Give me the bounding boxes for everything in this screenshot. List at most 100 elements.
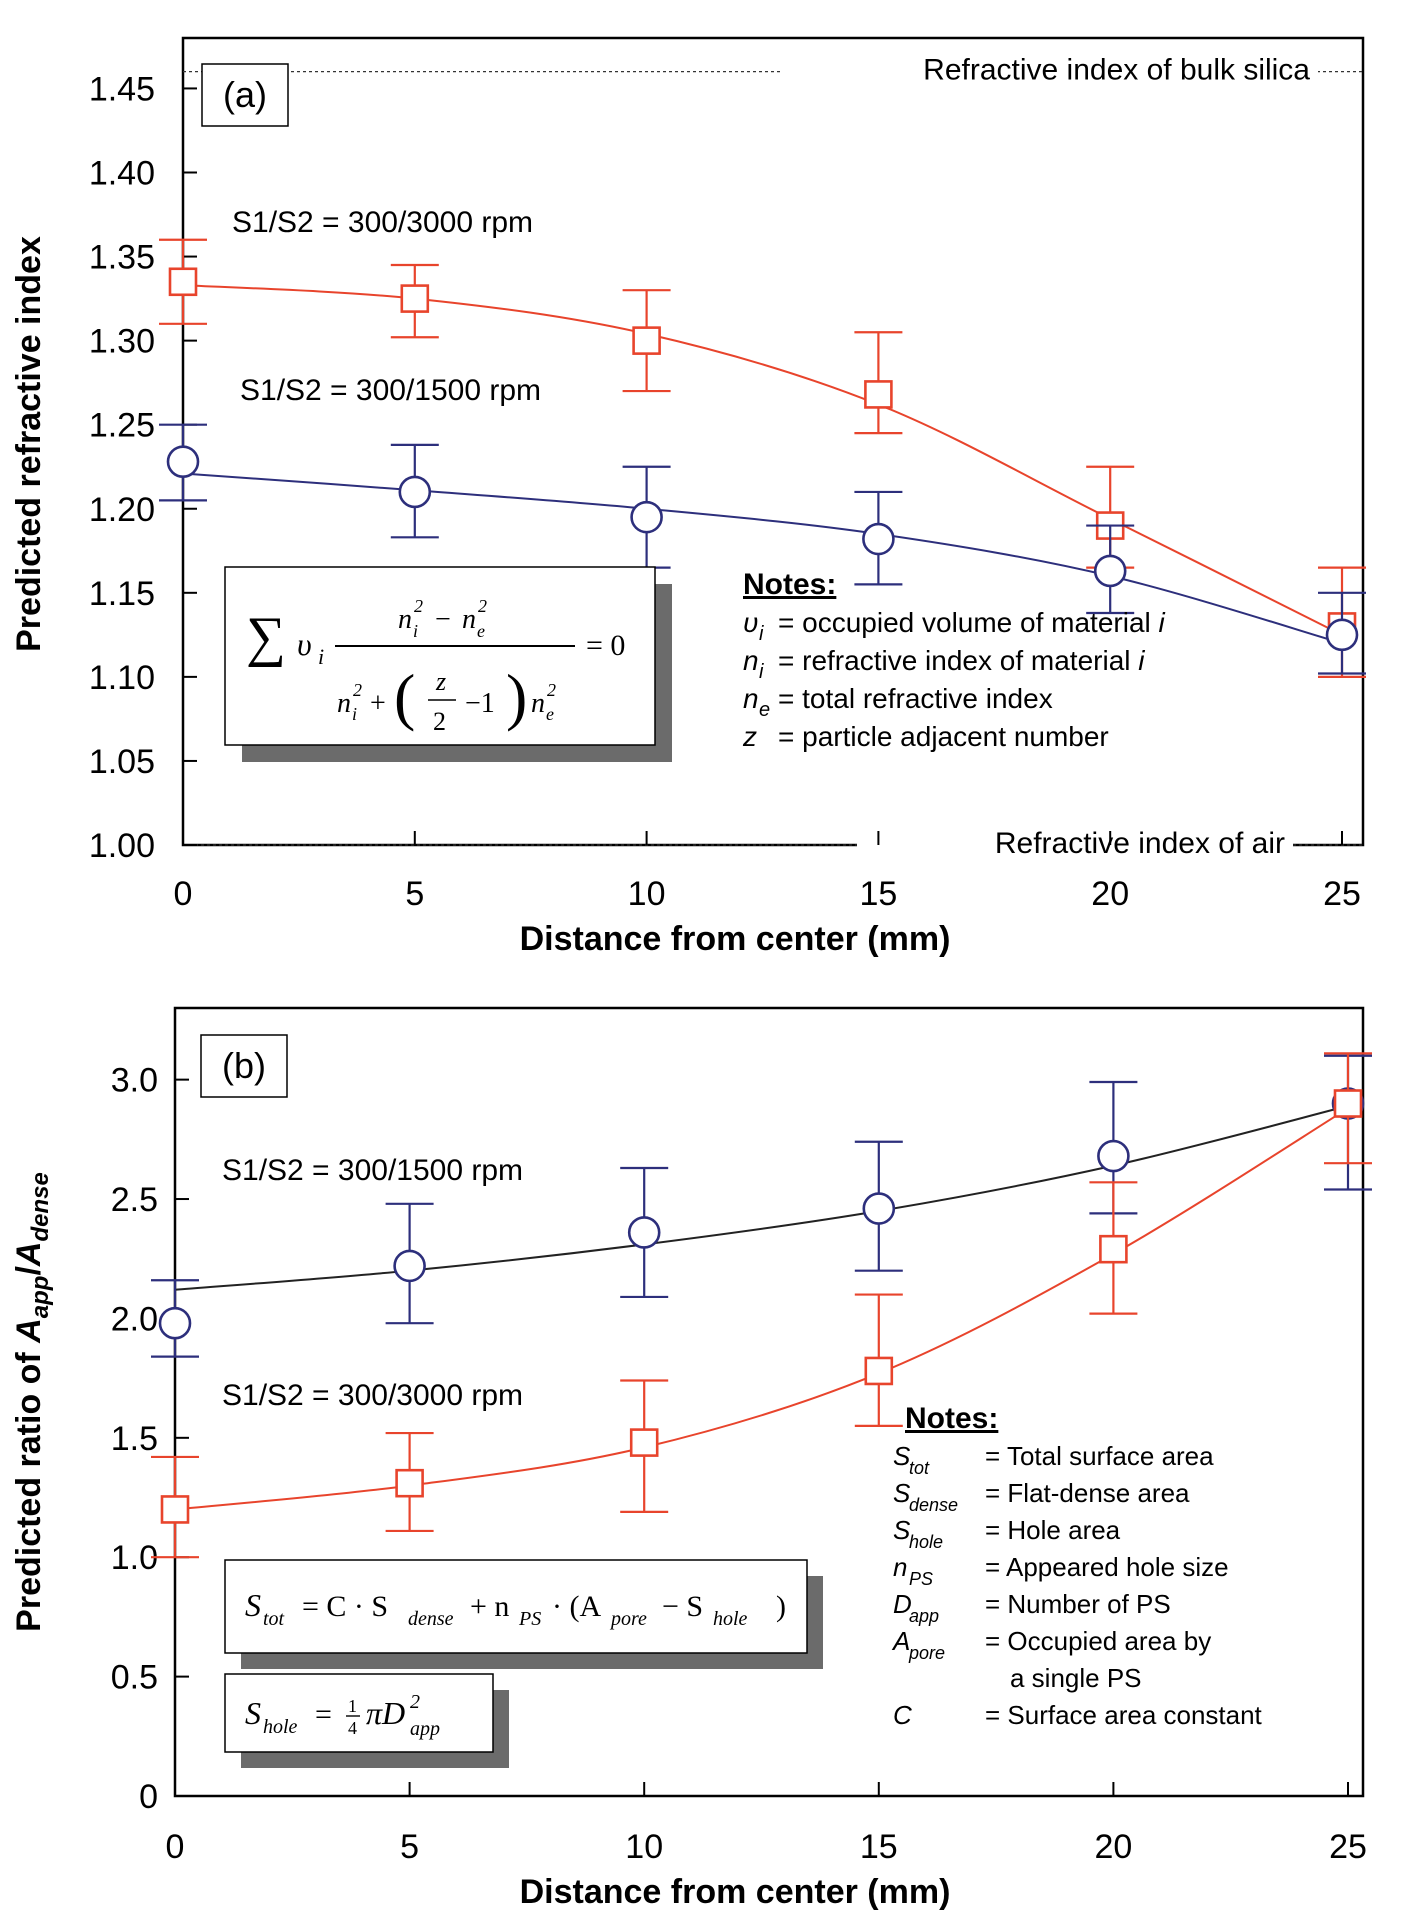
y-tick-label: 1.25 bbox=[89, 407, 155, 445]
svg-text:i: i bbox=[352, 704, 357, 724]
y-tick-label: 1.40 bbox=[89, 155, 155, 193]
x-tick-label: 15 bbox=[859, 875, 897, 913]
reference-line-label: Refractive index of air bbox=[995, 827, 1285, 860]
data-point-circle bbox=[158, 1306, 192, 1340]
svg-text:− S: − S bbox=[662, 1590, 703, 1623]
note-item: n PS = Appeared hole size bbox=[893, 1552, 1229, 1589]
series-label-b-3000: S1/S2 = 300/3000 rpm bbox=[222, 1379, 523, 1412]
svg-text:): ) bbox=[776, 1590, 786, 1623]
panel-label-a: (a) bbox=[223, 74, 267, 115]
note-item: z = particle adjacent number bbox=[742, 721, 1109, 752]
svg-text:2: 2 bbox=[478, 596, 487, 616]
equation-box-a: ∑ υ i n 2 i − n 2 e n 2 i + ( z 2 −1 ) n… bbox=[224, 566, 672, 762]
svg-text:S: S bbox=[245, 1695, 261, 1731]
data-point-square bbox=[160, 1495, 190, 1524]
note-text-cont: a single PS bbox=[1010, 1663, 1142, 1693]
note-text: = total refractive index bbox=[778, 683, 1053, 714]
svg-text:n: n bbox=[337, 688, 351, 719]
fit-curve bbox=[182, 472, 1343, 645]
svg-text:i: i bbox=[413, 621, 418, 641]
y-tick-label: 3.0 bbox=[111, 1062, 158, 1100]
x-tick-label: 5 bbox=[405, 875, 424, 913]
x-axis-title-a: Distance from center (mm) bbox=[520, 920, 951, 958]
reference-lines-a: Refractive index of bulk silica Refractiv… bbox=[183, 43, 1363, 860]
svg-text:pore: pore bbox=[609, 1608, 647, 1630]
svg-text:dense: dense bbox=[408, 1608, 454, 1630]
y-tick-label: 1.35 bbox=[89, 239, 155, 277]
note-text: = Number of PS bbox=[985, 1589, 1171, 1619]
note-subscript: tot bbox=[909, 1458, 930, 1478]
data-point-circle bbox=[393, 1249, 426, 1283]
data-point-circle bbox=[862, 522, 895, 556]
equation-box-b-2: S hole = 1 4 πD 2 app bbox=[224, 1673, 509, 1768]
note-symbol: A bbox=[891, 1626, 910, 1656]
x-tick-label: 5 bbox=[400, 1828, 419, 1866]
data-point-circle bbox=[627, 1216, 661, 1249]
series-label-a-1500: S1/S2 = 300/1500 rpm bbox=[240, 374, 541, 407]
data-point-circle bbox=[1093, 554, 1127, 588]
x-axis-b: 0 5 10 15 20 25 bbox=[166, 1782, 1367, 1866]
svg-text:): ) bbox=[506, 661, 527, 732]
svg-text:z: z bbox=[435, 667, 446, 696]
y-axis-b: 0 0.5 1.0 1.5 2.0 2.5 3.0 bbox=[111, 1062, 189, 1816]
series-label-b-1500: S1/S2 = 300/1500 rpm bbox=[222, 1154, 523, 1187]
data-point-circle bbox=[1097, 1139, 1130, 1173]
svg-text:+: + bbox=[370, 688, 386, 719]
x-axis-title-b: Distance from center (mm) bbox=[520, 1873, 951, 1911]
reference-line-label: Refractive index of bulk silica bbox=[923, 54, 1310, 87]
svg-text:hole: hole bbox=[263, 1716, 298, 1738]
note-item: C = Surface area constant bbox=[893, 1700, 1263, 1730]
note-subscript: app bbox=[909, 1606, 939, 1626]
data-point-square bbox=[1333, 1089, 1363, 1118]
svg-text:tot: tot bbox=[263, 1608, 285, 1630]
note-symbol: z bbox=[742, 721, 757, 752]
x-axis-a: 0 5 10 15 20 25 bbox=[174, 831, 1361, 913]
fit-curve bbox=[174, 1107, 1349, 1511]
svg-text:· (A: · (A bbox=[552, 1590, 601, 1623]
svg-text:−: − bbox=[435, 604, 451, 635]
note-subscript: i bbox=[759, 623, 764, 645]
svg-text:2: 2 bbox=[433, 707, 446, 736]
data-point-circle bbox=[166, 445, 200, 478]
y-tick-label: 1.5 bbox=[111, 1420, 158, 1458]
y-axis-title-a: Predicted refractive index bbox=[10, 236, 48, 652]
note-text: = refractive index of material i bbox=[778, 645, 1145, 676]
svg-text:n: n bbox=[531, 688, 545, 719]
fit-curve bbox=[174, 1104, 1349, 1291]
note-symbol: n bbox=[743, 683, 759, 714]
note-subscript: pore bbox=[908, 1643, 945, 1663]
note-symbol: S bbox=[893, 1441, 911, 1471]
svg-text:2: 2 bbox=[414, 596, 423, 616]
y-tick-label: 2.5 bbox=[111, 1181, 158, 1219]
svg-text:1: 1 bbox=[348, 1696, 357, 1716]
note-item: n e = total refractive index bbox=[743, 683, 1053, 721]
panel-label-box-a bbox=[201, 63, 289, 127]
y-tick-label: 0.5 bbox=[111, 1659, 158, 1697]
note-text: = Hole area bbox=[985, 1515, 1121, 1545]
series-group-a bbox=[159, 238, 1366, 678]
notes-title-a: Notes: bbox=[743, 568, 836, 601]
reference-label-bg bbox=[782, 43, 1318, 82]
x-tick-label: 10 bbox=[628, 875, 666, 913]
svg-text:e: e bbox=[477, 621, 485, 641]
svg-text:PS: PS bbox=[518, 1608, 541, 1630]
x-tick-label: 20 bbox=[1094, 1828, 1132, 1866]
svg-text:= C · S: = C · S bbox=[302, 1590, 388, 1623]
data-point-circle bbox=[1325, 618, 1359, 652]
note-symbol: υ bbox=[743, 607, 758, 638]
x-tick-label: 25 bbox=[1323, 875, 1361, 913]
data-point-circle bbox=[630, 500, 663, 534]
data-point-square bbox=[395, 1468, 424, 1498]
svg-text:app: app bbox=[410, 1718, 440, 1740]
series-label-a-3000: S1/S2 = 300/3000 rpm bbox=[232, 206, 533, 239]
data-point-circle bbox=[862, 1192, 896, 1225]
note-symbol: n bbox=[893, 1552, 907, 1582]
svg-text:n: n bbox=[462, 604, 476, 635]
notes-a: Notes: υ i = occupied volume of material i… bbox=[742, 568, 1166, 752]
svg-text:4: 4 bbox=[348, 1718, 357, 1738]
y-tick-label: 1.05 bbox=[89, 743, 155, 781]
note-subscript: i bbox=[759, 661, 764, 683]
y-axis-a: 1.00 1.05 1.10 1.15 1.20 1.25 1.30 1.35 1.40 1.45 bbox=[89, 70, 197, 865]
panel-b: 0 0.5 1.0 1.5 2.0 2.5 3.0 0 5 10 15 20 25 (b) S1/S2… bbox=[10, 1006, 1372, 1911]
